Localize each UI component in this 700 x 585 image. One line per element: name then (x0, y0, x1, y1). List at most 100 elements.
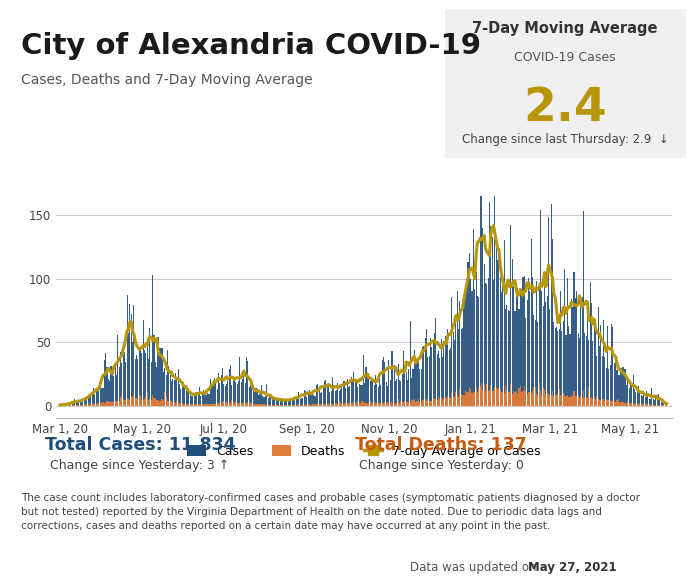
Bar (431, 347, 433, 405)
Bar (592, 341, 594, 405)
Bar (314, 395, 316, 405)
Bar (327, 384, 328, 405)
Bar (510, 384, 512, 405)
Bar (620, 402, 622, 405)
Bar (97, 404, 98, 405)
Bar (167, 350, 168, 405)
Bar (140, 349, 141, 405)
Bar (270, 396, 272, 405)
Bar (398, 399, 399, 405)
Bar (164, 368, 165, 405)
Bar (121, 395, 122, 405)
Bar (108, 379, 109, 405)
Bar (355, 403, 356, 405)
Bar (122, 355, 124, 405)
Bar (475, 387, 477, 405)
Bar (584, 398, 585, 405)
Bar (214, 378, 215, 405)
Bar (293, 398, 294, 405)
Bar (560, 395, 561, 405)
Bar (636, 393, 638, 405)
Bar (640, 404, 642, 405)
Bar (458, 397, 459, 405)
Bar (179, 403, 180, 405)
Bar (522, 391, 524, 405)
Bar (186, 404, 187, 405)
Bar (61, 404, 62, 405)
Bar (90, 404, 92, 405)
Bar (202, 394, 203, 405)
Bar (131, 396, 132, 405)
Bar (92, 404, 93, 405)
Bar (501, 392, 502, 405)
Bar (544, 390, 545, 405)
Bar (544, 285, 545, 405)
Bar (237, 403, 238, 405)
Bar (486, 284, 487, 405)
Bar (277, 399, 278, 405)
Bar (245, 402, 246, 405)
Bar (538, 383, 540, 405)
Bar (234, 380, 235, 405)
Bar (309, 404, 310, 405)
Bar (406, 402, 407, 405)
Bar (93, 388, 94, 405)
Bar (200, 404, 202, 405)
Bar (634, 403, 635, 405)
Bar (638, 404, 639, 405)
Bar (589, 282, 591, 405)
Bar (199, 387, 200, 405)
Bar (615, 402, 616, 405)
Bar (216, 389, 218, 405)
Bar (101, 403, 102, 405)
Text: Change since Yesterday: 3 ↑: Change since Yesterday: 3 ↑ (50, 459, 230, 472)
Bar (494, 387, 496, 405)
Bar (458, 329, 459, 405)
Bar (426, 329, 427, 405)
Bar (340, 389, 341, 405)
Bar (115, 401, 116, 405)
Bar (493, 391, 494, 405)
Bar (132, 397, 133, 405)
Bar (148, 359, 149, 405)
Bar (480, 386, 481, 405)
Bar (147, 393, 148, 405)
Bar (650, 399, 651, 405)
Bar (466, 279, 467, 405)
Bar (235, 402, 237, 405)
Bar (140, 397, 141, 405)
Bar (552, 239, 553, 405)
Bar (481, 383, 482, 405)
Bar (517, 288, 518, 405)
Bar (253, 390, 254, 405)
Bar (141, 400, 142, 405)
Bar (461, 329, 462, 405)
Bar (486, 384, 487, 405)
Bar (470, 279, 471, 405)
Bar (300, 399, 301, 405)
Bar (431, 401, 433, 405)
Bar (618, 374, 619, 405)
Bar (191, 396, 192, 405)
Bar (302, 398, 304, 405)
Bar (155, 398, 156, 405)
Bar (262, 395, 263, 405)
Bar (415, 359, 416, 405)
Bar (418, 358, 419, 405)
Bar (424, 399, 426, 405)
Bar (339, 401, 340, 405)
Bar (251, 388, 253, 405)
Bar (612, 327, 613, 405)
Bar (599, 346, 600, 405)
Bar (316, 404, 317, 405)
Bar (639, 404, 640, 405)
Bar (232, 378, 234, 405)
Bar (188, 404, 190, 405)
Text: 7-Day Moving Average: 7-Day Moving Average (473, 20, 658, 36)
Bar (545, 302, 547, 405)
Bar (318, 404, 320, 405)
Bar (77, 402, 78, 405)
Bar (649, 404, 650, 405)
Bar (104, 360, 105, 405)
Bar (214, 402, 215, 405)
